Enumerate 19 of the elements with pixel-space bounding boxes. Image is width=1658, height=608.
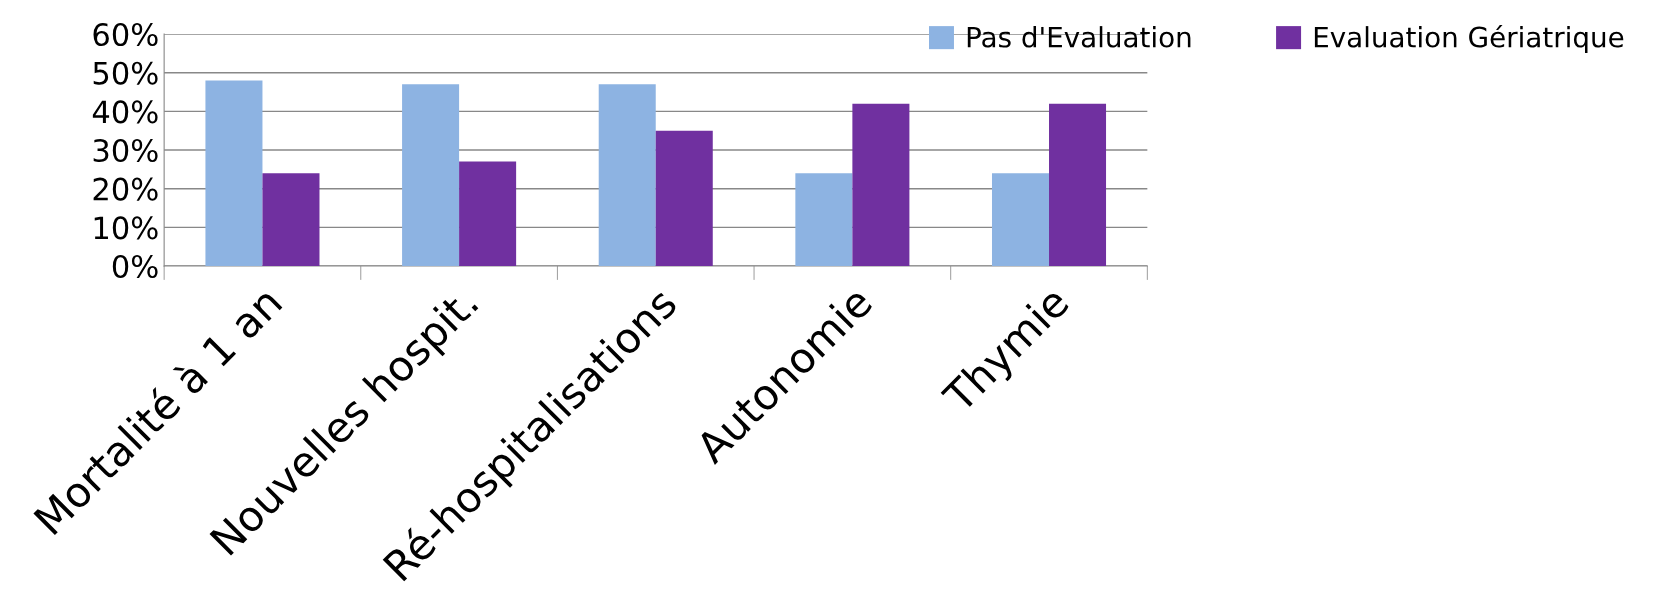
bar bbox=[459, 161, 517, 266]
y-tick-label: 0% bbox=[112, 254, 158, 279]
bar bbox=[852, 103, 910, 266]
bar bbox=[655, 130, 713, 266]
bar bbox=[991, 173, 1050, 266]
bar bbox=[205, 80, 263, 266]
bar bbox=[795, 173, 853, 266]
bar bbox=[598, 84, 656, 266]
y-tick-label: 50% bbox=[93, 61, 158, 85]
legend-label: Evaluation Gériatrique bbox=[1314, 25, 1624, 53]
y-tick-label: 60% bbox=[93, 22, 158, 47]
y-tick-label: 20% bbox=[93, 177, 158, 201]
bar bbox=[1049, 103, 1107, 266]
y-tick-label: 10% bbox=[94, 216, 158, 240]
bar bbox=[402, 84, 460, 266]
legend-label: Pas d'Evaluation bbox=[967, 26, 1191, 48]
y-tick-label: 40% bbox=[92, 100, 158, 124]
bar bbox=[262, 173, 320, 266]
y-tick-label: 30% bbox=[93, 138, 158, 163]
